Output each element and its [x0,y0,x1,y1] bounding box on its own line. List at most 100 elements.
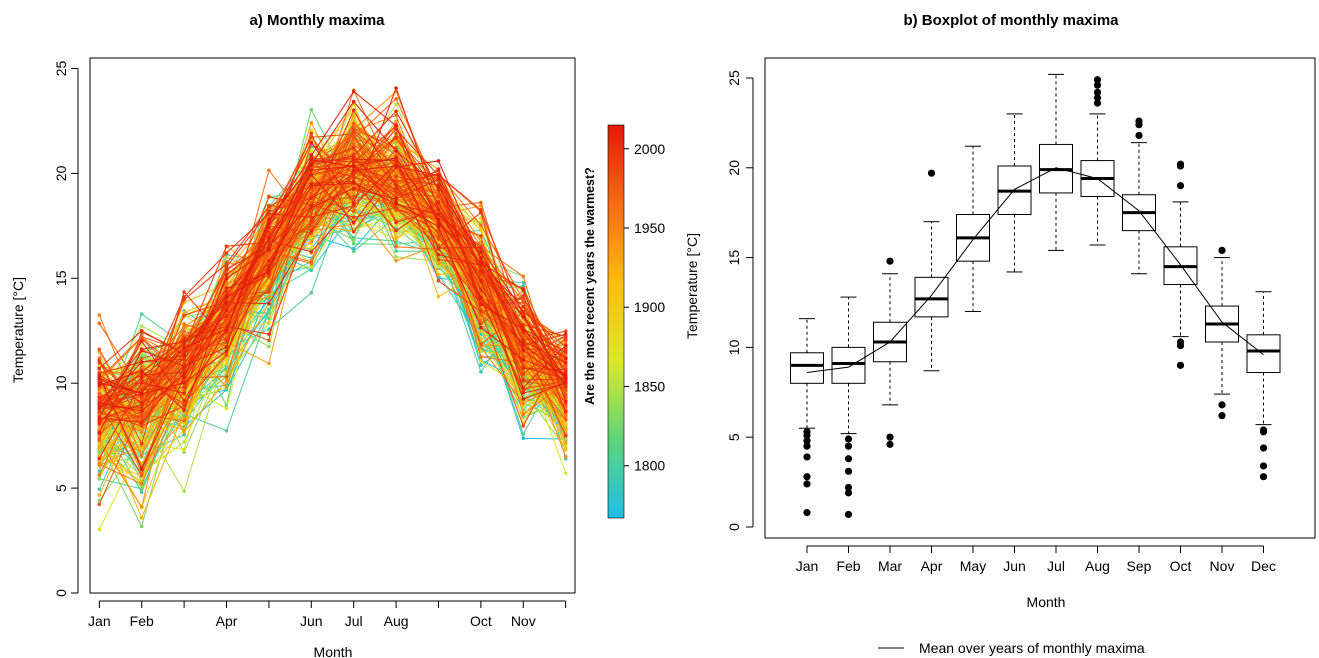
year-point [436,173,441,178]
year-point [139,360,144,364]
year-point [521,397,526,401]
year-line-2013 [99,157,567,412]
year-point [436,218,441,222]
outlier-point [803,509,811,517]
year-point [309,246,314,250]
year-point [479,210,483,215]
outlier-point [1218,412,1226,420]
year-point [351,122,356,126]
panel-b-y-axis: 0 5 10 15 20 25 [726,70,754,531]
year-point [521,372,526,376]
panel-b-y-tick-label: 0 [726,523,742,531]
panel-b-boxes [790,73,1281,519]
year-point [309,211,314,216]
year-point [521,424,526,428]
outlier-point [803,431,811,439]
year-point [309,162,314,167]
year-point [351,181,356,185]
year-point [309,183,314,188]
year-point [394,97,398,101]
outlier-point [803,442,811,450]
year-point [394,200,398,205]
panel-a-y-axis: 0 5 10 15 20 25 [53,60,79,597]
box-dec [1246,291,1281,481]
year-point [351,157,356,161]
year-point [351,172,356,177]
year-point [182,310,186,315]
year-point [97,456,102,461]
year-point [139,505,144,509]
year-point [139,369,144,373]
year-point [97,321,102,326]
year-point [394,113,398,118]
year-point [351,195,356,199]
outlier-point [803,480,811,488]
year-point [479,325,483,330]
year-point [224,251,229,255]
panel-b-x-tick-label: Aug [1085,558,1110,574]
year-point [563,384,568,389]
year-line-2006 [98,109,567,389]
year-point [394,191,398,196]
year-point [224,385,229,389]
year-point [267,217,271,222]
year-point [351,209,356,214]
year-point [436,200,441,204]
year-point [351,154,356,158]
year-point [563,332,568,336]
colorbar-axis-label: Temperature [°C] [684,233,700,339]
year-point [351,201,356,205]
year-point [394,149,398,153]
year-point [394,174,398,179]
outlier-point [803,473,811,481]
panel-a-y-tick-label: 0 [53,589,69,597]
year-point [139,423,144,428]
panel-b-mean-line [806,167,1264,373]
year-point [521,365,526,369]
box-jul [1039,73,1073,251]
year-point [563,399,568,404]
year-point [267,247,271,252]
year-point [309,219,314,223]
outlier-point [844,483,853,492]
year-point [139,482,144,486]
panel-b-x-tick-label: Dec [1251,558,1276,574]
box-apr [914,169,949,372]
year-point [139,446,144,451]
year-point [139,414,144,418]
year-point [394,131,398,136]
year-point [309,173,314,177]
year-line-2001 [99,147,566,380]
year-point [139,416,144,421]
year-point [97,406,102,411]
year-point [267,195,271,199]
colorbar-gradient [607,124,625,519]
colorbar: 1800 1850 1900 1950 2000 Are the most recent… [583,124,700,519]
year-point [309,191,314,196]
panel-b-x-label: Month [1027,594,1066,610]
year-point [479,363,483,368]
panel-a-year-lines [97,86,568,532]
panel-a-x-label: Month [314,644,353,658]
year-line-2015 [98,158,566,471]
year-point [436,264,441,269]
year-point [394,259,398,263]
year-point [267,327,271,332]
year-line-2011 [99,160,567,412]
year-point [563,350,568,354]
panel-a-plot-frame [89,57,576,594]
year-point [182,346,186,350]
year-point [182,381,186,385]
year-point [97,374,102,378]
year-point [479,342,483,347]
year-point [139,324,144,328]
year-point [563,409,568,413]
box-jan [790,318,824,517]
outlier-point [1259,428,1268,436]
year-line-2008 [98,86,566,418]
year-point [224,261,229,266]
year-point [309,264,314,269]
year-point [436,272,441,277]
year-point [182,336,186,341]
